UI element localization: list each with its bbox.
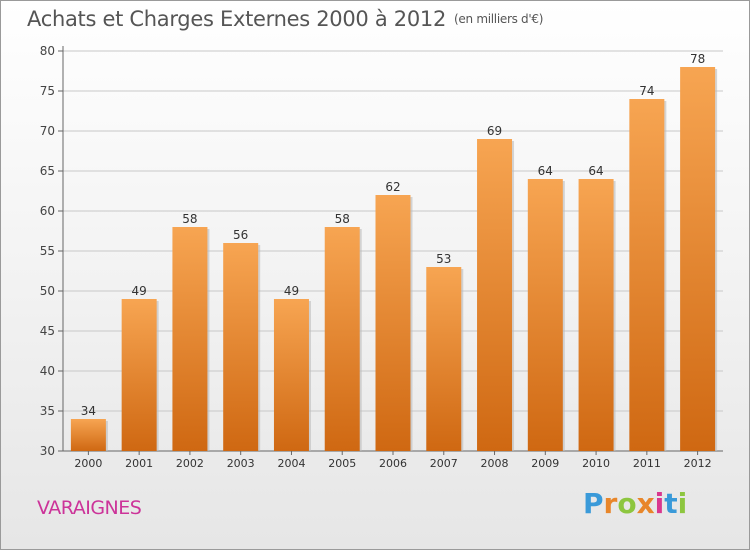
data-label: 64: [588, 164, 603, 178]
bar: [375, 195, 411, 451]
data-label: 69: [487, 124, 502, 138]
x-tick-label: 2004: [277, 457, 305, 470]
bar: [70, 419, 106, 451]
data-label: 49: [284, 284, 299, 298]
x-tick-label: 2001: [125, 457, 153, 470]
bar: [680, 67, 716, 451]
logo-letter: r: [603, 487, 618, 520]
bar: [324, 227, 360, 451]
bar: [578, 179, 614, 451]
bar: [223, 243, 259, 451]
commune-name: VARAIGNES: [37, 497, 142, 519]
x-tick-label: 2005: [328, 457, 356, 470]
y-tick-label: 80: [40, 44, 55, 58]
logo-letter: i: [654, 487, 665, 520]
title-unit: (en milliers d'€): [454, 12, 544, 26]
data-label: 74: [639, 84, 654, 98]
x-tick-label: 2009: [531, 457, 559, 470]
x-tick-label: 2007: [430, 457, 458, 470]
data-label: 78: [690, 52, 705, 66]
x-tick-label: 2002: [176, 457, 204, 470]
y-tick-label: 60: [40, 204, 55, 218]
logo-letter: i: [677, 487, 688, 520]
y-tick-label: 40: [40, 364, 55, 378]
data-label: 53: [436, 252, 451, 266]
data-label: 62: [385, 180, 400, 194]
proxiti-logo: Proxiti: [583, 487, 687, 520]
y-tick-label: 45: [40, 324, 55, 338]
y-tick-label: 50: [40, 284, 55, 298]
x-tick-label: 2000: [74, 457, 102, 470]
y-tick-label: 30: [40, 444, 55, 458]
y-tick-label: 55: [40, 244, 55, 258]
y-tick-label: 35: [40, 404, 55, 418]
x-tick-label: 2010: [582, 457, 610, 470]
data-label: 34: [81, 404, 96, 418]
y-tick-label: 75: [40, 84, 55, 98]
bar: [426, 267, 462, 451]
x-tick-label: 2012: [684, 457, 712, 470]
x-tick-label: 2008: [481, 457, 509, 470]
x-tick-label: 2003: [227, 457, 255, 470]
logo-letter: P: [583, 487, 604, 520]
logo-letter: x: [636, 487, 655, 520]
logo-letter: o: [617, 487, 637, 520]
bar: [527, 179, 563, 451]
data-label: 49: [132, 284, 147, 298]
data-label: 56: [233, 228, 248, 242]
data-label: 58: [182, 212, 197, 226]
bar: [121, 299, 157, 451]
bar: [629, 99, 665, 451]
x-tick-label: 2011: [633, 457, 661, 470]
data-label: 64: [538, 164, 553, 178]
chart-title: Achats et Charges Externes 2000 à 2012 (e…: [27, 7, 543, 31]
y-tick-label: 65: [40, 164, 55, 178]
bar: [273, 299, 309, 451]
title-text: Achats et Charges Externes 2000 à 2012: [27, 7, 447, 31]
bar: [172, 227, 208, 451]
y-tick-label: 70: [40, 124, 55, 138]
x-tick-label: 2006: [379, 457, 407, 470]
bar: [477, 139, 513, 451]
logo-letter: t: [664, 487, 678, 520]
data-label: 58: [335, 212, 350, 226]
